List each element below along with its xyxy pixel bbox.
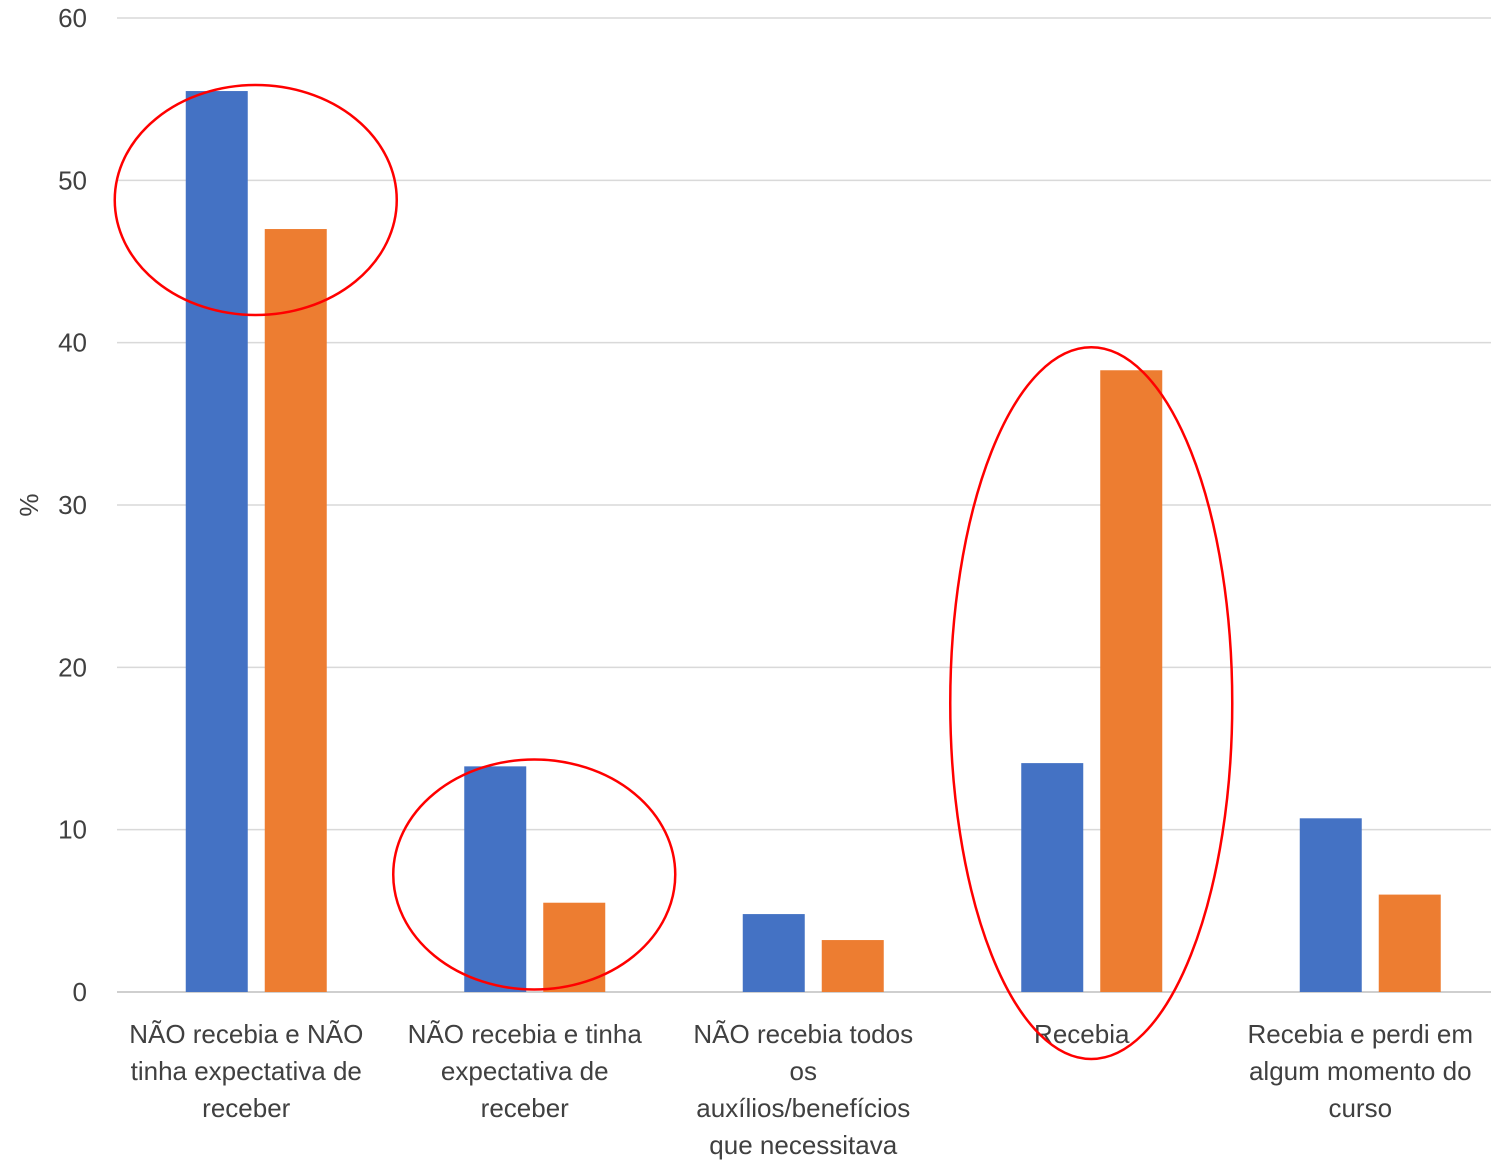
y-tick-label: 30 xyxy=(58,490,87,520)
x-category-label: NÃO recebia e tinha xyxy=(408,1019,643,1049)
x-category-label: que necessitava xyxy=(709,1130,897,1160)
bar-series-1-cat-5 xyxy=(1299,818,1362,992)
bar-series-2-cat-1 xyxy=(264,229,327,993)
y-axis-ticks: 0 10 20 30 40 50 60 xyxy=(58,3,87,1007)
x-category-label: NÃO recebia e NÃO xyxy=(129,1019,363,1049)
y-tick-label: 0 xyxy=(73,977,87,1007)
highlight-ellipse-2 xyxy=(392,758,677,991)
bar-series-1-cat-1 xyxy=(185,91,248,993)
bar-series-1-cat-2 xyxy=(464,766,527,992)
x-category-label: receber xyxy=(202,1093,290,1123)
annotations xyxy=(113,83,1234,1061)
bar-series-1-cat-3 xyxy=(742,914,805,992)
x-category-label: os xyxy=(790,1056,817,1086)
bar-series-1-cat-4 xyxy=(1021,763,1084,992)
bar-series-2-cat-3 xyxy=(821,940,884,992)
x-axis-category-labels: NÃO recebia e NÃO tinha expectativa de rec… xyxy=(129,1019,1473,1160)
x-category-label: receber xyxy=(481,1093,569,1123)
y-tick-label: 40 xyxy=(58,328,87,358)
bar-series-2-cat-4 xyxy=(1100,370,1163,993)
x-category-label: curso xyxy=(1328,1093,1392,1123)
y-axis-title: % xyxy=(14,493,44,516)
x-category-label: tinha expectativa de xyxy=(131,1056,362,1086)
x-category-label: algum momento do xyxy=(1249,1056,1472,1086)
gridlines xyxy=(117,17,1491,993)
x-category-label: auxílios/benefícios xyxy=(696,1093,910,1123)
y-tick-label: 50 xyxy=(58,165,87,195)
y-tick-label: 60 xyxy=(58,3,87,33)
highlight-ellipse-3 xyxy=(949,346,1234,1061)
x-category-label: Recebia xyxy=(1034,1019,1130,1049)
y-tick-label: 10 xyxy=(58,815,87,845)
x-category-label: Recebia e perdi em xyxy=(1248,1019,1473,1049)
y-tick-label: 20 xyxy=(58,652,87,682)
x-category-label: expectativa de xyxy=(441,1056,609,1086)
bars xyxy=(185,91,1441,993)
bar-series-2-cat-5 xyxy=(1378,894,1441,992)
x-category-label: NÃO recebia todos xyxy=(693,1019,913,1049)
highlight-ellipse-1 xyxy=(113,83,398,317)
